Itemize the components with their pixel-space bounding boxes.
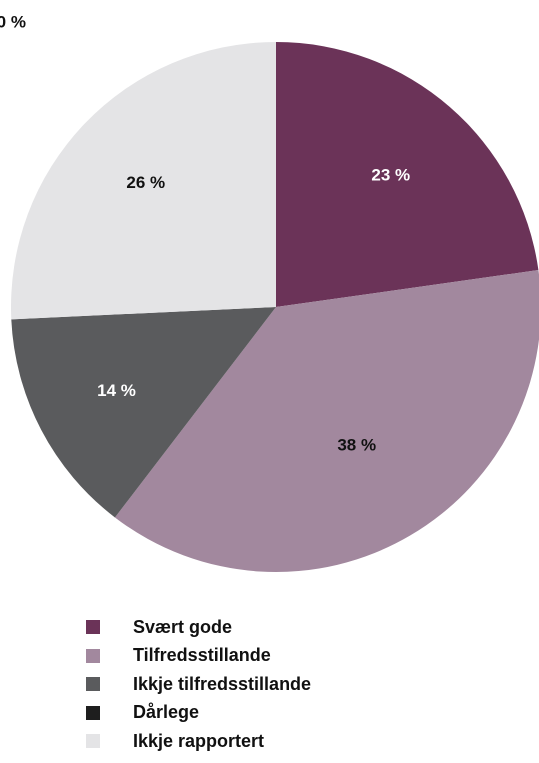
legend-swatch <box>86 677 100 692</box>
value-label-ikkje-tilfredsstillande: 14 % <box>97 381 136 400</box>
pie-value-labels: 23 % 38 % 14 % 0 % 26 % <box>0 13 410 455</box>
legend-item-sv-rt-gode: Svært gode <box>86 613 311 642</box>
legend-label: Dårlege <box>133 702 200 723</box>
pie-slice-sv-rt-gode <box>276 42 539 307</box>
value-label-tilfredsstillande: 38 % <box>337 436 376 455</box>
pie-slice-ikkje-rapportert <box>11 42 277 320</box>
legend-item-ikkje-rapportert: Ikkje rapportert <box>86 727 311 756</box>
pie-slices <box>11 42 539 573</box>
legend-swatch <box>86 648 100 663</box>
legend-swatch <box>86 734 100 749</box>
legend-item-d-rlege: Dårlege <box>86 699 311 728</box>
legend-item-ikkje-tilfredsstillande: Ikkje tilfredsstillande <box>86 670 311 699</box>
legend: Svært gode Tilfredsstillande Ikkje tilfred… <box>86 613 311 756</box>
legend-label: Tilfredsstillande <box>133 645 271 666</box>
pie-slice-ikkje-tilfredsstillande <box>11 307 276 518</box>
legend-swatch <box>86 620 100 635</box>
legend-swatch <box>86 705 100 720</box>
value-label-d-rlege: 0 % <box>0 13 26 32</box>
pie-chart: 23 % 38 % 14 % 0 % 26 % <box>0 13 539 573</box>
value-label-sv-rt-gode: 23 % <box>371 165 410 184</box>
value-label-ikkje-rapportert: 26 % <box>126 173 165 192</box>
legend-label: Ikkje tilfredsstillande <box>133 673 312 694</box>
pie-slice-tilfredsstillande <box>114 270 539 573</box>
legend-label: Ikkje rapportert <box>133 730 265 751</box>
legend-item-tilfredsstillande: Tilfredsstillande <box>86 642 311 671</box>
legend-label: Svært gode <box>133 616 233 637</box>
